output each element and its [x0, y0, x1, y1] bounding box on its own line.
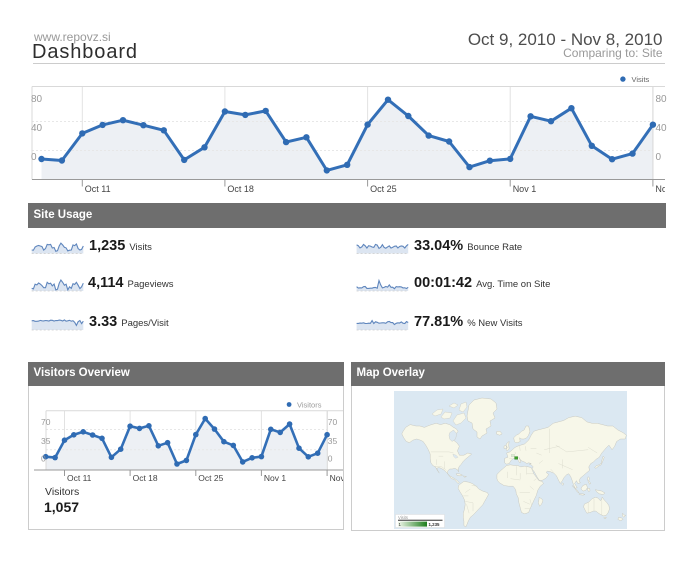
svg-text:Visits: Visits [398, 515, 408, 520]
svg-text:Oct 11: Oct 11 [85, 184, 111, 194]
svg-text:Oct 18: Oct 18 [227, 184, 254, 194]
svg-text:1,235: 1,235 [429, 522, 441, 527]
svg-text:Oct 18: Oct 18 [133, 473, 158, 483]
svg-text:35: 35 [328, 436, 338, 446]
svg-text:Visitors: Visitors [297, 400, 322, 409]
svg-text:80: 80 [656, 94, 668, 105]
svg-text:0: 0 [328, 453, 333, 463]
svg-text:Nov 1: Nov 1 [264, 473, 286, 483]
svg-text:0: 0 [41, 453, 46, 463]
svg-text:35: 35 [41, 436, 51, 446]
svg-text:1: 1 [399, 522, 402, 527]
svg-text:Nov 1: Nov 1 [513, 184, 537, 194]
svg-text:0: 0 [31, 152, 37, 163]
svg-text:Oct 11: Oct 11 [67, 473, 92, 483]
svg-text:40: 40 [31, 123, 43, 134]
svg-text:Oct 25: Oct 25 [370, 184, 397, 194]
svg-text:70: 70 [41, 417, 51, 427]
svg-text:Oct 25: Oct 25 [198, 473, 223, 483]
svg-text:Nov 8: Nov 8 [655, 184, 679, 194]
svg-text:70: 70 [328, 417, 338, 427]
svg-text:Nov 8: Nov 8 [330, 473, 352, 483]
svg-text:40: 40 [656, 123, 668, 134]
svg-text:Visits: Visits [632, 75, 650, 84]
svg-text:80: 80 [31, 94, 43, 105]
svg-text:0: 0 [656, 152, 662, 163]
